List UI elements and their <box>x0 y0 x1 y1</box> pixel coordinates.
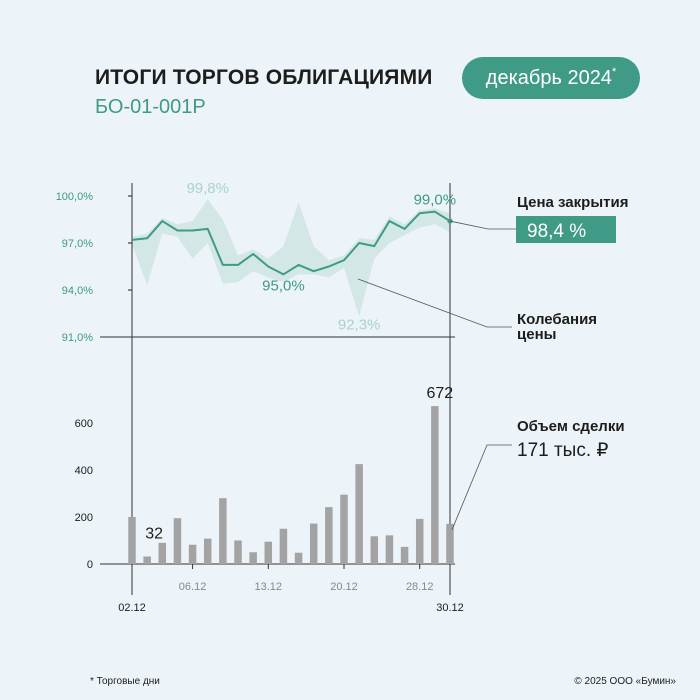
volume-bars <box>128 406 454 564</box>
volume-bar <box>234 540 242 564</box>
price-annotation: 99,8% <box>186 180 229 197</box>
volume-legend-label: Объем сделки <box>517 418 625 435</box>
volume-bar <box>219 498 227 564</box>
period-footnote-mark: * <box>611 66 617 78</box>
volume-bar <box>431 406 439 564</box>
volume-bar <box>203 538 212 564</box>
close-price-point <box>447 218 453 224</box>
volume-bar <box>385 535 394 564</box>
volume-tick-label: 0 <box>87 559 93 571</box>
price-range-legend-label-line2: цены <box>517 326 556 343</box>
volume-data-label: 32 <box>145 525 163 542</box>
volume-legend-value: 171 тыс. ₽ <box>517 440 608 461</box>
volume-bar <box>370 536 379 564</box>
price-tick-label: 94,0% <box>62 285 93 297</box>
close-price-legend-label: Цена закрытия <box>517 194 628 211</box>
close-price-value: 98,4 % <box>527 221 586 242</box>
volume-bar <box>294 552 303 564</box>
price-annotation: 95,0% <box>262 277 305 294</box>
end-date-label: 30.12 <box>436 602 464 614</box>
price-annotation: 99,0% <box>414 192 457 209</box>
date-tick-label: 28.12 <box>406 581 434 593</box>
close-price-line <box>131 210 451 276</box>
volume-bar <box>249 552 257 564</box>
footnote: * Торговые дни <box>90 676 160 687</box>
price-tick-label: 100,0% <box>56 191 94 203</box>
volume-bar <box>279 528 288 564</box>
volume-bar <box>355 464 363 564</box>
volume-bar <box>264 541 273 564</box>
date-tick-label: 13.12 <box>255 581 283 593</box>
volume-bar <box>446 523 454 564</box>
volume-bar <box>158 542 167 564</box>
start-date-label: 02.12 <box>118 602 146 614</box>
price-range-leader <box>357 278 512 328</box>
volume-bar <box>340 494 348 564</box>
price-range-legend-label-line1: Колебания <box>517 311 597 328</box>
price-axis-grid: 100,0% 97,0% 94,0% 91,0% <box>56 191 455 344</box>
price-range-band <box>132 199 450 317</box>
period-label: декабрь 2024 <box>485 67 612 89</box>
bond-ticker: БО-01-001Р <box>95 96 206 118</box>
price-tick-label: 91,0% <box>62 332 93 344</box>
close-price-value-box <box>516 216 616 243</box>
date-tick-label: 06.12 <box>179 581 207 593</box>
price-annotation: 92,3% <box>338 317 381 334</box>
copyright: © 2025 ООО «Бумин» <box>574 676 676 687</box>
volume-bar <box>309 523 318 564</box>
volume-bar <box>188 544 197 564</box>
volume-bar <box>143 556 151 564</box>
volume-bar <box>173 518 182 564</box>
volume-tick-label: 400 <box>75 465 93 477</box>
volume-leader <box>451 444 512 530</box>
legend-leader-lines <box>357 220 516 530</box>
period-badge: декабрь 2024* <box>462 57 640 99</box>
close-price-leader <box>449 220 516 230</box>
volume-bar <box>415 518 424 564</box>
volume-tick-label: 600 <box>75 418 93 430</box>
volume-bar <box>400 546 409 564</box>
volume-bar <box>128 517 136 564</box>
volume-tick-label: 200 <box>75 512 93 524</box>
price-tick-label: 97,0% <box>62 238 93 250</box>
volume-data-label: 672 <box>427 385 454 402</box>
date-tick-label: 20.12 <box>330 581 358 593</box>
volume-bar <box>325 507 333 564</box>
page-title: ИТОГИ ТОРГОВ ОБЛИГАЦИЯМИ <box>95 66 433 89</box>
